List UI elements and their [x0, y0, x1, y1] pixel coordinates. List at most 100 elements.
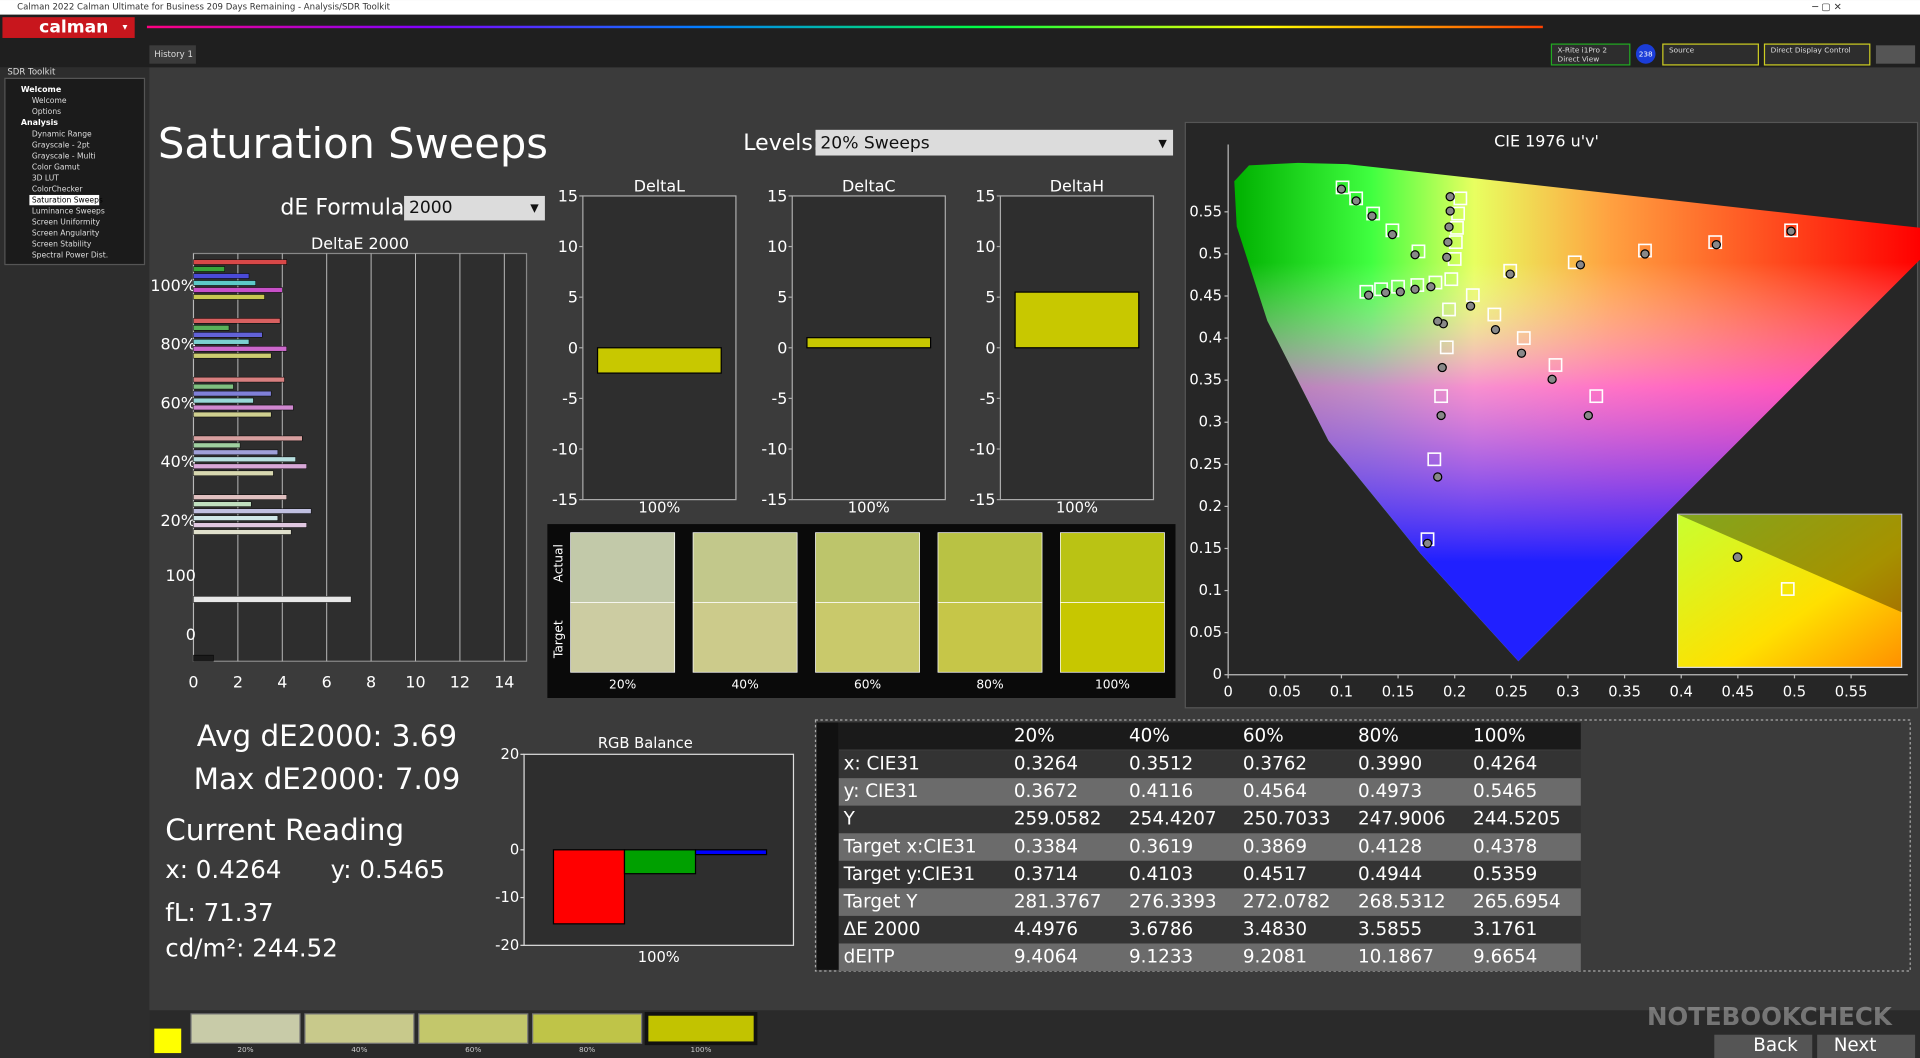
table-cell: 3.4830 [1243, 919, 1307, 940]
table-cell: 0.3762 [1243, 754, 1307, 775]
display-box[interactable] [1763, 43, 1871, 66]
y-tick-label: 0 [1213, 666, 1222, 683]
tab[interactable] [149, 45, 196, 64]
tree-item[interactable]: Screen Stability [32, 240, 92, 249]
bar [596, 347, 722, 374]
y-tick-label: 0.3 [1199, 414, 1222, 431]
tree-item[interactable]: Screen Uniformity [32, 218, 101, 227]
measured-point [1436, 410, 1446, 421]
tree-group[interactable]: Analysis [21, 118, 58, 127]
x-tick-label: 0.1 [1330, 683, 1353, 700]
settings-buttons[interactable] [1875, 45, 1916, 64]
table-cell: 0.4103 [1129, 864, 1193, 885]
back-button[interactable] [1714, 1034, 1813, 1058]
reading-fl: fL: 71.37 [165, 898, 273, 927]
reading-cdm2: cd/m²: 244.52 [165, 933, 338, 962]
target-point [1442, 302, 1456, 317]
measured-point [1437, 362, 1447, 373]
table-cell: 0.3619 [1129, 836, 1193, 857]
back-label: Back [1753, 1035, 1798, 1056]
bar [193, 273, 250, 279]
tree-item[interactable]: ColorChecker [32, 185, 83, 194]
x-tick-label: 0 [188, 673, 198, 692]
bar [193, 325, 230, 331]
tree-item[interactable]: Saturation Sweeps [32, 196, 103, 205]
tree-item[interactable]: Dynamic Range [32, 129, 92, 138]
table-row-label: ΔE 2000 [844, 919, 921, 940]
table-cell: 0.4564 [1243, 781, 1307, 802]
table-cell: 265.6954 [1473, 891, 1561, 912]
chart-title: DeltaH [1050, 177, 1104, 196]
table-cell: 0.3512 [1129, 754, 1193, 775]
meter-box[interactable] [1550, 43, 1631, 66]
thumbnail[interactable] [190, 1013, 301, 1044]
sidebar-title: SDR Toolkit [7, 67, 56, 77]
levels-label: Levels: [743, 131, 820, 156]
swatch-actual [692, 532, 798, 603]
measured-point [1490, 325, 1501, 335]
tree-item[interactable]: 3D LUT [32, 174, 59, 183]
logo[interactable] [2, 17, 135, 38]
measured-point [1426, 282, 1436, 292]
source-label: Source [1669, 46, 1695, 55]
swatch-label: 80% [976, 678, 1003, 692]
tree-item[interactable]: Options [32, 107, 61, 116]
y-tick-label: 5 [985, 288, 995, 307]
reading-x: x: 0.4264 [165, 855, 281, 884]
y-tick-label: 100% [150, 276, 195, 295]
swatch-actual [815, 532, 920, 603]
thumbnail[interactable] [644, 1012, 758, 1046]
title-bar [0, 0, 1920, 15]
x-tick-label: 14 [494, 673, 514, 692]
window-controls[interactable]: ─ ▢ ✕ [1811, 2, 1842, 13]
y-tick-label: 100 [166, 566, 196, 585]
y-tick-label: 10 [767, 237, 787, 256]
next-button[interactable] [1817, 1034, 1916, 1058]
x-tick-label: 10 [405, 673, 425, 692]
zoom-target [1780, 582, 1795, 596]
bar [193, 435, 303, 442]
measured-point [1443, 237, 1453, 247]
bar [193, 456, 296, 463]
x-tick-label: 100% [1056, 500, 1098, 517]
y-tick-label: 5 [777, 288, 787, 307]
swatch-target [815, 602, 920, 673]
x-tick-label: 0.35 [1608, 683, 1641, 700]
zoom-actual [1732, 552, 1743, 563]
swatch-actual [937, 532, 1043, 603]
x-tick-label: 2 [233, 673, 243, 692]
dropdown-arrow: ▼ [530, 202, 539, 215]
tree-item[interactable]: Luminance Sweeps [32, 207, 105, 216]
thumbnail[interactable] [532, 1013, 643, 1044]
bar [193, 383, 234, 390]
tree-item[interactable]: Welcome [32, 96, 67, 105]
tree-item[interactable]: Grayscale - 2pt [32, 141, 90, 150]
tree-group[interactable]: Welcome [21, 85, 61, 94]
table-header-cell: 20% [1014, 725, 1055, 746]
x-tick-label: 0.15 [1382, 683, 1415, 700]
badge[interactable] [1635, 44, 1656, 64]
table-header-cell: 100% [1473, 725, 1526, 746]
target-point [1784, 223, 1799, 238]
table-cell: 9.6654 [1473, 946, 1537, 967]
measured-point [1395, 287, 1405, 297]
tree-item[interactable]: Grayscale - Multi [32, 152, 96, 161]
x-tick-label: 0.25 [1495, 683, 1528, 700]
thumbnail[interactable] [304, 1013, 415, 1044]
bar [193, 529, 292, 535]
bar [193, 353, 272, 359]
tree-item[interactable]: Screen Angularity [32, 229, 100, 238]
tree-item[interactable]: Color Gamut [32, 163, 80, 172]
thumbnail[interactable] [418, 1013, 529, 1044]
sidebar-items: Welcome Welcome Options Analysis Dynamic Ran… [21, 85, 108, 260]
formula-dropdown[interactable] [404, 195, 545, 221]
y-tick-label: 10 [975, 237, 995, 256]
bar [193, 442, 241, 449]
levels-dropdown[interactable] [815, 129, 1174, 156]
avg-de: Avg dE2000: 3.69 [197, 719, 457, 753]
table-header-cell: 80% [1358, 725, 1399, 746]
tree-item[interactable]: Spectral Power Dist. [32, 251, 108, 260]
bar [193, 515, 279, 521]
source-box[interactable] [1662, 43, 1759, 66]
